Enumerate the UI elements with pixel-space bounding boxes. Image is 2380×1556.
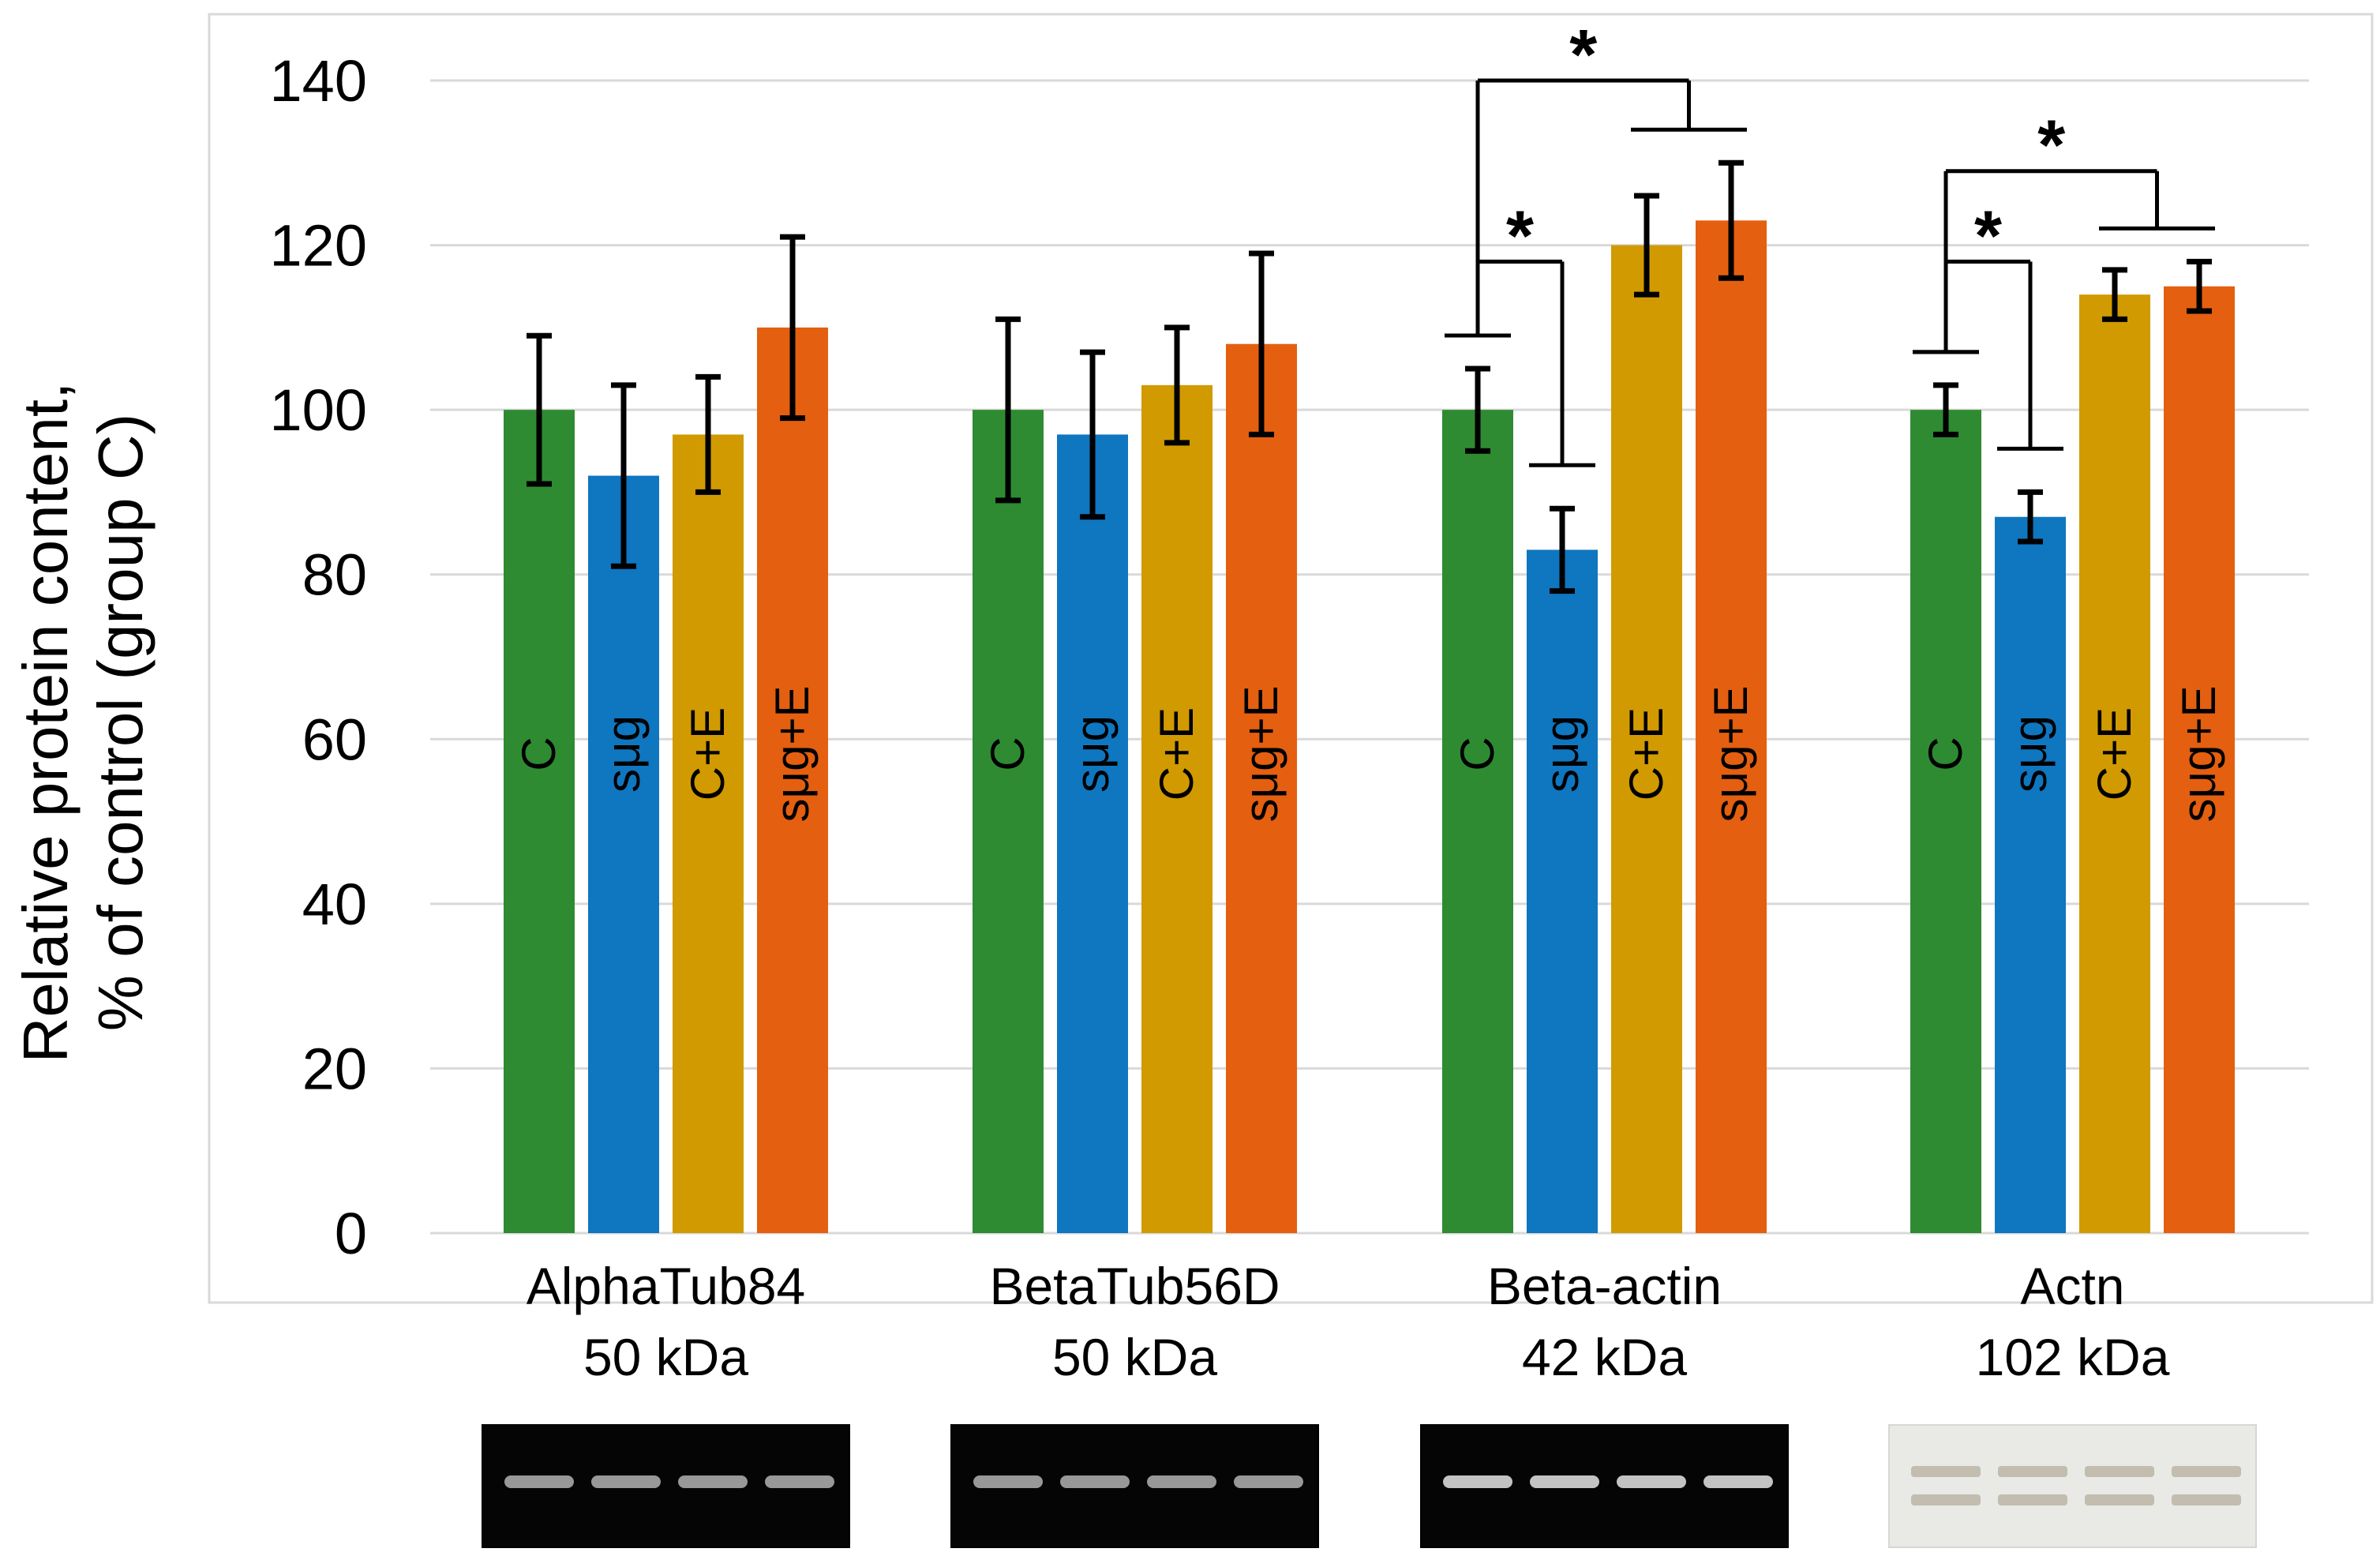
bar [757, 327, 828, 1233]
bar [1527, 549, 1598, 1233]
y-tick-label: 20 [302, 1036, 367, 1101]
bar-label: sμg+E [1704, 686, 1757, 823]
blot-band [1234, 1475, 1303, 1488]
y-tick-label: 60 [302, 707, 367, 772]
blot-band [973, 1475, 1043, 1488]
blot-band [2172, 1494, 2241, 1505]
significance-star: * [1569, 16, 1597, 95]
bar [504, 410, 575, 1234]
bar [1910, 410, 1981, 1234]
category-kda-label: 102 kDa [1976, 1328, 2170, 1386]
bar-label: sμg+E [1235, 686, 1287, 823]
bar-label: C [981, 737, 1034, 771]
y-axis-label-line-2: % of control (group C) [85, 414, 156, 1032]
significance-star: * [1974, 197, 2002, 276]
bar-label: sμg [1066, 715, 1119, 793]
blot-band [1443, 1475, 1512, 1488]
error-bars-group [527, 159, 2212, 594]
bar-label: C [512, 737, 565, 771]
bar [1226, 343, 1297, 1233]
blot-band [1147, 1475, 1216, 1488]
blot-band [591, 1475, 661, 1488]
bar [673, 434, 744, 1233]
y-tick-label: 100 [270, 377, 367, 443]
bar [1611, 245, 1682, 1234]
category-kda-label: 50 kDa [583, 1328, 748, 1386]
bar-label: C+E [1620, 707, 1673, 800]
blot-band [1998, 1494, 2067, 1505]
bar [1442, 410, 1513, 1234]
blot-band [765, 1475, 834, 1488]
blot-band [1998, 1466, 2067, 1477]
blot-image [1888, 1424, 2257, 1548]
y-tick-label: 140 [270, 48, 367, 114]
bar [2164, 286, 2235, 1233]
bar-label: C [1451, 737, 1504, 771]
blot-band [1911, 1466, 1981, 1477]
bar [1057, 434, 1128, 1233]
blot-band [1060, 1475, 1130, 1488]
blot-band [2085, 1466, 2154, 1477]
y-tick-label: 0 [335, 1201, 367, 1266]
blot-band [1911, 1494, 1981, 1505]
category-kda-label: 50 kDa [1052, 1328, 1217, 1386]
category-label: Actn [2020, 1257, 2124, 1315]
bar-label: C+E [1150, 707, 1203, 800]
blot-band [2172, 1466, 2241, 1477]
y-axis-label-line-1: Relative protein content, [10, 382, 81, 1063]
blot-band [504, 1475, 574, 1488]
category-label: AlphaTub84 [527, 1257, 806, 1315]
bar-label: sμg+E [2172, 686, 2225, 823]
bar-label: sμg [2003, 715, 2056, 793]
significance-star: * [2037, 107, 2065, 186]
y-tick-label: 80 [302, 542, 367, 608]
blot-band [1703, 1475, 1773, 1488]
x-axis-labels: AlphaTub84 50 kDa BetaTub56D 50 kDa Beta-act… [527, 1257, 2170, 1386]
bar [1696, 220, 1767, 1234]
bar [1141, 384, 1212, 1233]
bar [2079, 294, 2150, 1234]
bar-label: sμg+E [766, 686, 819, 823]
y-tick-label: 40 [302, 872, 367, 937]
y-axis-tick-labels: 0 20 40 60 80 100 120 140 [270, 48, 367, 1266]
bar-label: C [1919, 737, 1972, 771]
bar-label: sμg [597, 715, 650, 793]
category-label: Beta-actin [1487, 1257, 1722, 1315]
blot-band [678, 1475, 748, 1488]
significance-star: * [1506, 197, 1534, 276]
western-blots [482, 1424, 2257, 1548]
bar-label: C+E [2088, 707, 2141, 800]
blot-band [1530, 1475, 1599, 1488]
bar-label: C+E [681, 707, 734, 800]
y-tick-label: 120 [270, 213, 367, 279]
bar [588, 475, 659, 1233]
significance-group: * * * * [1445, 16, 2215, 467]
y-axis-label: Relative protein content, % of control (… [10, 382, 156, 1063]
bar-label: sμg [1535, 715, 1588, 793]
category-label: BetaTub56D [989, 1257, 1280, 1315]
bar [1995, 516, 2066, 1233]
blot-band [1617, 1475, 1686, 1488]
category-kda-label: 42 kDa [1522, 1328, 1687, 1386]
blot-band [2085, 1494, 2154, 1505]
bar [973, 410, 1044, 1234]
